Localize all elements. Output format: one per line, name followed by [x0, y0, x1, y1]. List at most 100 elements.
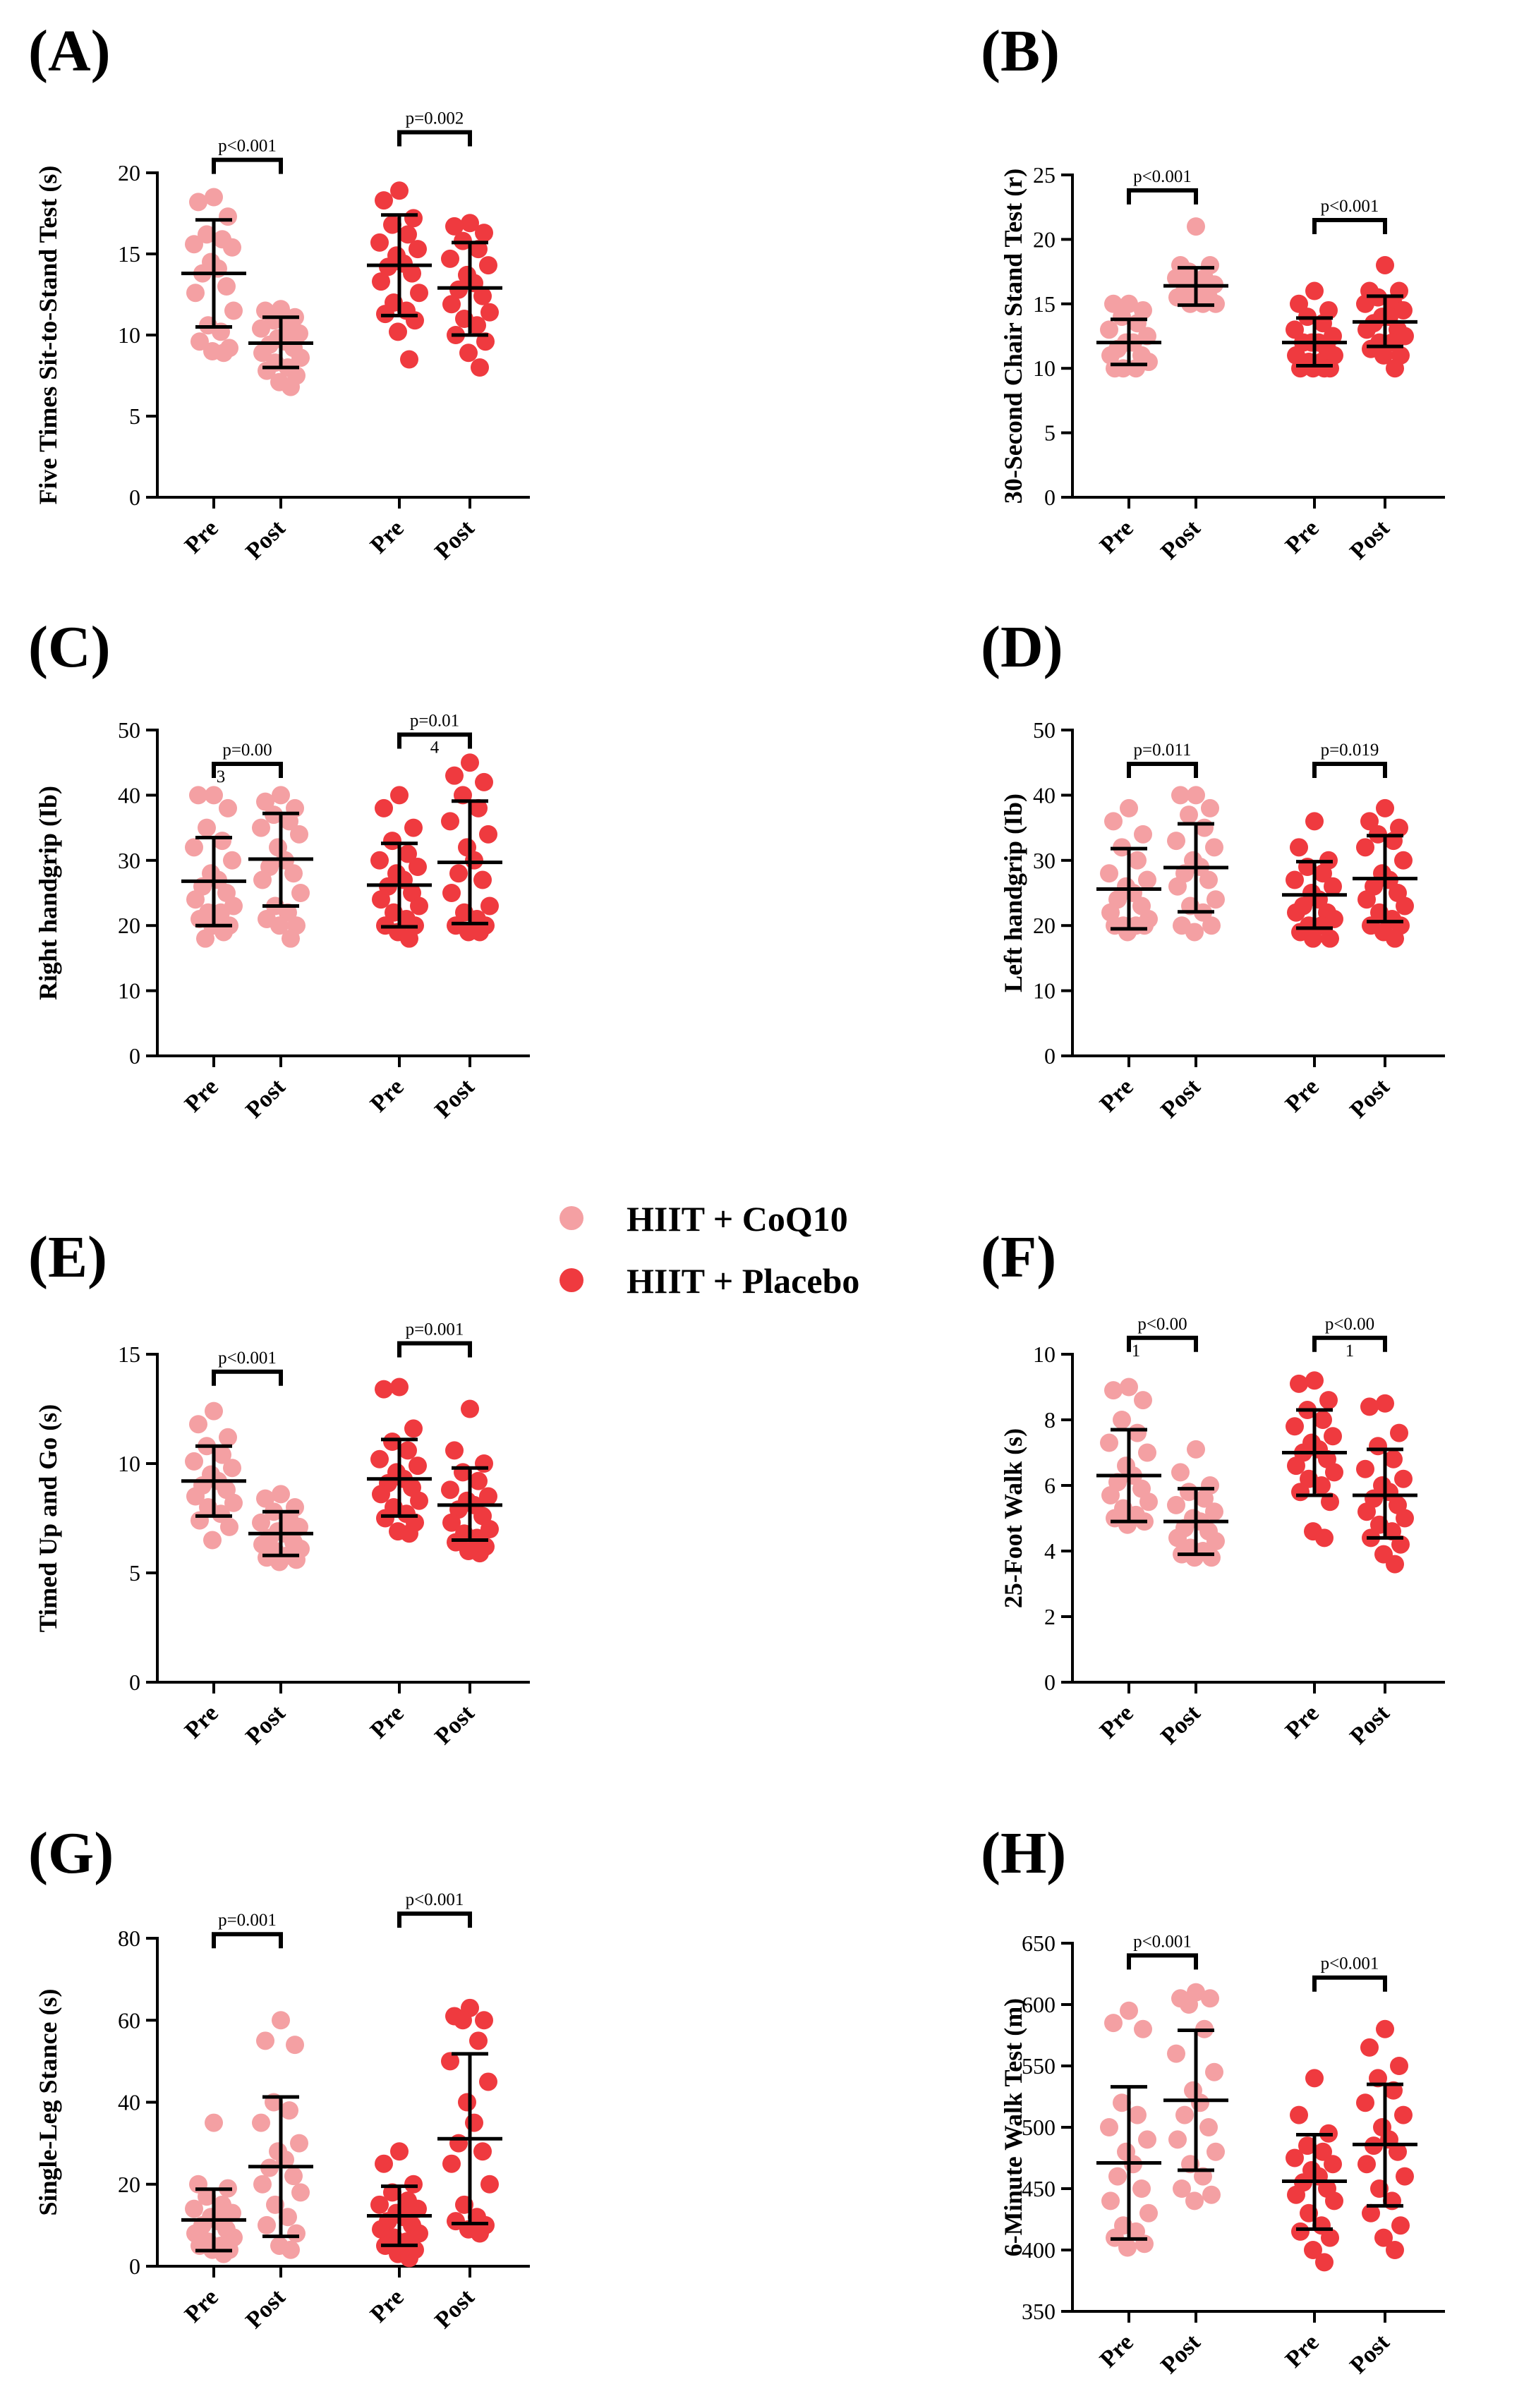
- data-point: [219, 1428, 237, 1447]
- data-point: [223, 1459, 241, 1478]
- data-point: [223, 238, 241, 257]
- x-category-label: Pre: [1281, 515, 1324, 559]
- data-point: [291, 884, 310, 902]
- data-point: [475, 2011, 493, 2030]
- data-point: [468, 316, 486, 335]
- data-point: [403, 264, 421, 283]
- data-point: [190, 1511, 209, 1530]
- x-category-label: Pre: [365, 2284, 409, 2328]
- data-point: [1374, 346, 1393, 365]
- data-point: [1104, 812, 1123, 831]
- x-category-label: Pre: [365, 515, 409, 559]
- p-value-label: p=0.011: [1134, 741, 1192, 760]
- data-point: [389, 322, 407, 341]
- data-point: [1314, 864, 1332, 883]
- data-point: [290, 1517, 308, 1536]
- x-category-label: Pre: [1095, 515, 1139, 559]
- y-axis-label: Timed Up and Go (s): [34, 1404, 62, 1632]
- data-point: [205, 188, 223, 207]
- panel-letter: (G): [28, 1820, 114, 1886]
- data-point: [252, 1513, 270, 1532]
- data-point: [291, 2183, 310, 2202]
- data-point: [223, 851, 241, 870]
- data-point: [479, 1487, 497, 1506]
- x-category-label: Post: [241, 1700, 291, 1750]
- data-point: [1167, 269, 1185, 288]
- data-point: [213, 1445, 231, 1464]
- data-point: [185, 1452, 203, 1471]
- data-point: [1290, 1374, 1308, 1393]
- y-tick-label: 350: [1022, 2299, 1056, 2324]
- data-point: [1120, 1378, 1138, 1397]
- y-tick-label: 650: [1022, 1930, 1056, 1956]
- data-point: [1199, 2118, 1218, 2136]
- data-point: [212, 1504, 230, 1524]
- data-point: [1383, 1522, 1401, 1541]
- data-point: [465, 851, 483, 870]
- data-point: [441, 1480, 459, 1500]
- data-point: [1360, 1397, 1379, 1416]
- panel-letter: (B): [981, 18, 1060, 84]
- significance-bracket: [397, 732, 472, 749]
- data-point: [253, 343, 272, 363]
- y-tick-label: 15: [118, 241, 140, 267]
- data-point: [280, 812, 298, 831]
- data-point: [1205, 838, 1223, 857]
- data-point: [370, 1449, 389, 1468]
- data-point: [1321, 929, 1339, 948]
- y-tick-label: 0: [129, 2254, 140, 2279]
- p-value-label: p=0.019: [1321, 741, 1379, 760]
- data-point: [1134, 2019, 1152, 2038]
- data-point: [189, 193, 207, 212]
- panel-letter: (E): [28, 1224, 107, 1290]
- data-point: [1167, 2044, 1185, 2063]
- y-axis-label: Single-Leg Stance (s): [34, 1989, 62, 2216]
- data-point: [1356, 838, 1374, 857]
- data-point: [1312, 916, 1331, 935]
- data-point: [253, 2175, 272, 2194]
- data-point: [1386, 929, 1404, 948]
- y-tick-label: 10: [1033, 978, 1056, 1004]
- data-point: [1356, 1459, 1374, 1478]
- data-point: [410, 1491, 428, 1510]
- data-point: [1113, 2093, 1131, 2112]
- data-point: [1100, 320, 1118, 339]
- data-point: [1168, 877, 1187, 896]
- data-point: [399, 225, 417, 244]
- data-point: [370, 851, 389, 870]
- data-point: [441, 812, 459, 831]
- data-point: [1104, 294, 1123, 313]
- y-tick-label: 0: [129, 1670, 140, 1695]
- data-point: [186, 1487, 205, 1506]
- x-category-label: Pre: [1095, 1074, 1139, 1117]
- data-point: [1287, 2185, 1305, 2204]
- data-point: [1187, 217, 1205, 236]
- data-point: [1305, 812, 1324, 831]
- y-tick-label: 0: [129, 485, 140, 510]
- data-point: [1168, 2130, 1187, 2149]
- data-point: [282, 377, 300, 396]
- data-point: [1290, 294, 1308, 313]
- p-value-label-wrap: 1: [1345, 1342, 1355, 1361]
- x-category-label: Post: [241, 2284, 291, 2334]
- data-point: [375, 2154, 393, 2173]
- data-point: [217, 277, 236, 296]
- x-category-label: Post: [1345, 1700, 1395, 1750]
- data-point: [459, 343, 478, 363]
- data-point: [1291, 2222, 1310, 2241]
- data-point: [1291, 1483, 1310, 1502]
- p-value-label: p=0.001: [406, 1320, 464, 1339]
- x-category-label: Pre: [1281, 2329, 1324, 2373]
- data-point: [1206, 890, 1225, 909]
- data-point: [372, 1485, 390, 1504]
- data-point: [1168, 1528, 1187, 1547]
- data-point: [213, 832, 231, 851]
- p-value-label-wrap: 3: [217, 767, 226, 786]
- data-point: [1287, 1457, 1305, 1476]
- y-tick-label: 550: [1022, 2053, 1056, 2079]
- data-point: [1287, 903, 1305, 922]
- data-point: [1394, 2105, 1413, 2124]
- data-point: [1205, 2062, 1223, 2081]
- p-value-label: p<0.001: [218, 137, 277, 156]
- data-point: [465, 2113, 483, 2132]
